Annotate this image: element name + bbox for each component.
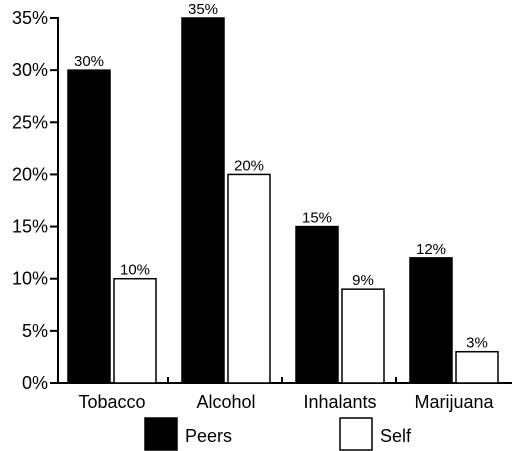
- y-axis: 0% 5% 10% 15% 20% 25% 30% 35%: [12, 8, 59, 393]
- legend-label-peers: Peers: [185, 426, 232, 446]
- legend: Peers Self: [144, 417, 412, 451]
- bar-self-tobacco: [113, 277, 157, 384]
- bar-self-alcohol: [227, 173, 271, 384]
- data-label-peers-inhalants: 15%: [302, 210, 332, 227]
- data-label-peers-marijuana: 12%: [416, 241, 446, 258]
- x-tick-label-inhalants: Inhalants: [303, 392, 376, 412]
- x-tick-label-tobacco: Tobacco: [78, 392, 145, 412]
- bar-self-inhalants: [341, 288, 385, 384]
- data-label-self-marijuana: 3%: [466, 335, 488, 352]
- y-tick-label: 10%: [12, 269, 48, 289]
- bars: 30% 10% 35% 20% 15% 9% 12% 3%: [67, 1, 499, 384]
- data-label-self-tobacco: 10%: [120, 262, 150, 279]
- y-tick-label: 0%: [22, 373, 48, 393]
- data-label-self-alcohol: 20%: [234, 157, 264, 174]
- legend-swatch-self: [339, 417, 373, 451]
- bar-peers-tobacco: [67, 69, 111, 384]
- legend-label-self: Self: [380, 426, 412, 446]
- data-label-peers-alcohol: 35%: [188, 1, 218, 18]
- y-tick-label: 35%: [12, 8, 48, 28]
- bar-peers-marijuana: [409, 257, 453, 384]
- y-tick-label: 25%: [12, 112, 48, 132]
- data-label-peers-tobacco: 30%: [74, 53, 104, 70]
- bar-peers-alcohol: [181, 17, 225, 384]
- data-label-self-inhalants: 9%: [352, 272, 374, 289]
- bar-peers-inhalants: [295, 225, 339, 384]
- bar-self-marijuana: [455, 350, 499, 384]
- y-tick-label: 30%: [12, 60, 48, 80]
- x-tick-label-alcohol: Alcohol: [196, 392, 255, 412]
- y-tick-label: 15%: [12, 217, 48, 237]
- y-tick-label: 5%: [22, 321, 48, 341]
- y-tick-label: 20%: [12, 164, 48, 184]
- legend-swatch-peers: [144, 417, 178, 451]
- x-tick-label-marijuana: Marijuana: [414, 392, 494, 412]
